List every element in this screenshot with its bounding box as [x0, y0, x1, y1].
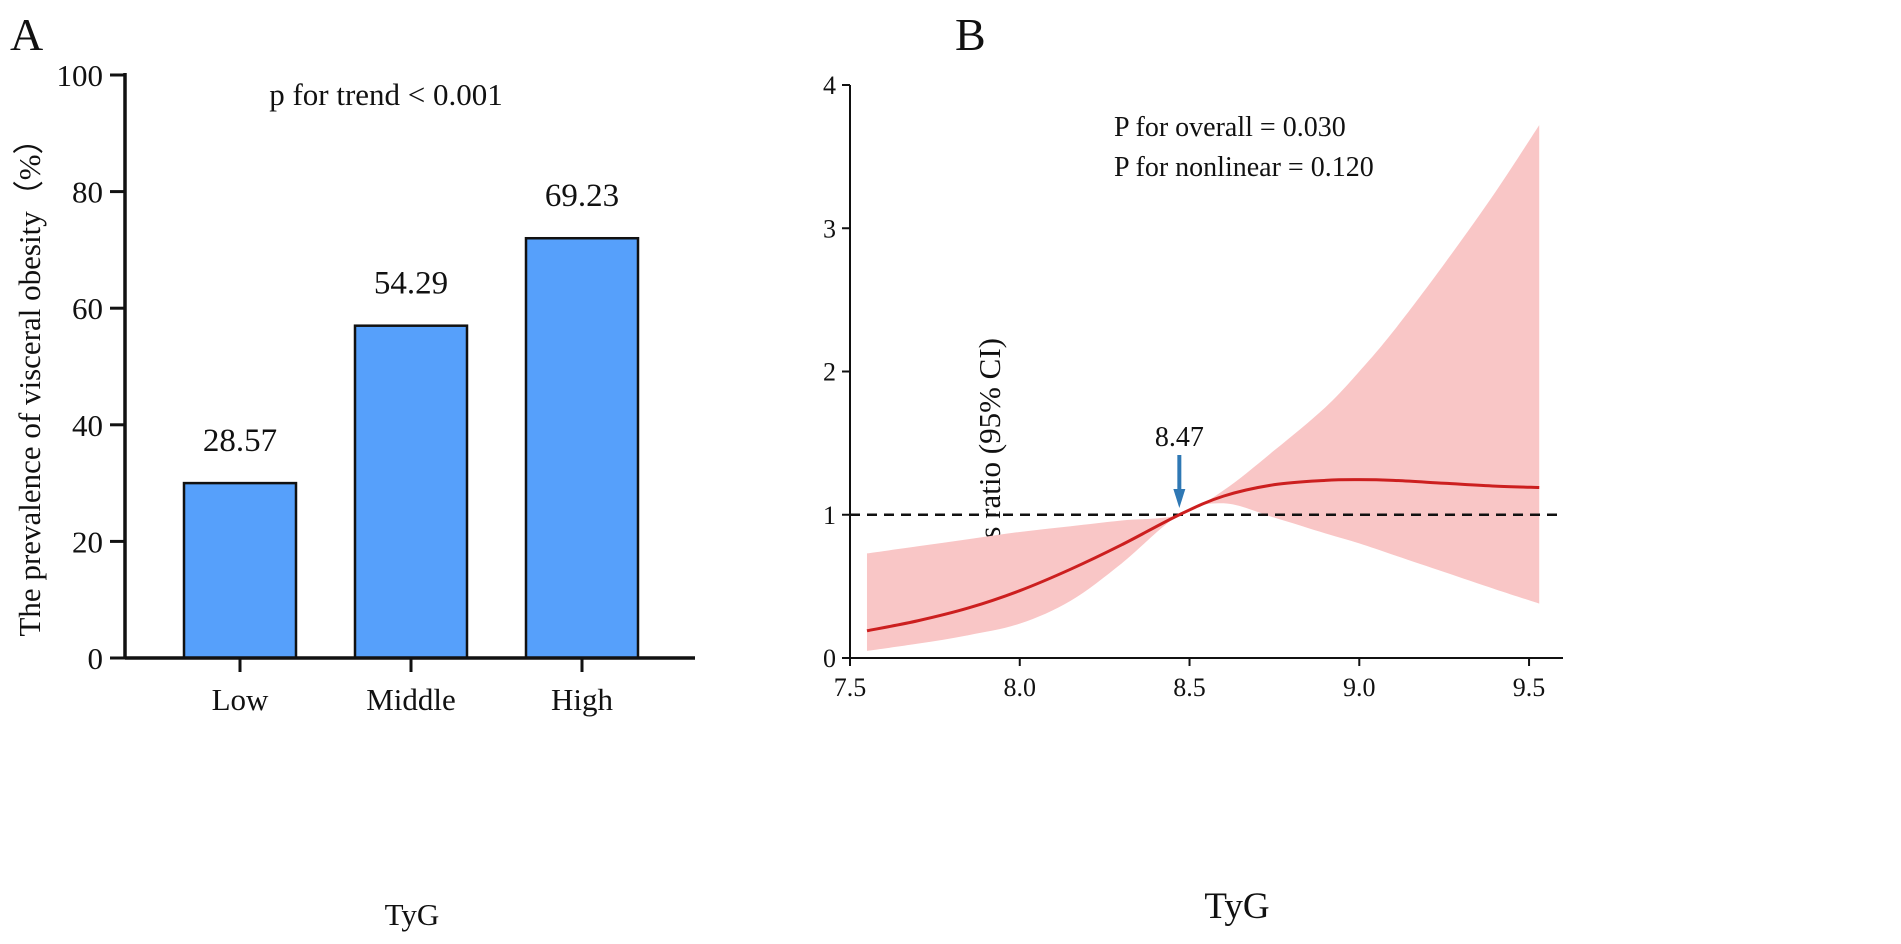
- panel-b-spline-chart: B Odds ratio (95% CI) TyG P for overall …: [823, 9, 1563, 927]
- x-tick-label-9.0: 9.0: [1343, 673, 1376, 702]
- panel-b-label: B: [955, 9, 986, 60]
- y-tick-label-80: 80: [72, 175, 103, 210]
- x-tick-label-7.5: 7.5: [834, 673, 867, 702]
- odds-ratio-curve: [866, 478, 1540, 633]
- reference-x-label: 8.47: [1155, 422, 1204, 453]
- x-tick-label-high: High: [551, 682, 614, 717]
- x-tick-label-8.5: 8.5: [1173, 673, 1206, 702]
- x-tick-label-9.5: 9.5: [1513, 673, 1546, 702]
- data-label-low: 28.57: [203, 423, 277, 459]
- y-tick-label-0: 0: [823, 644, 836, 673]
- data-label-high: 69.23: [545, 178, 619, 214]
- y-tick-label-3: 3: [823, 214, 836, 243]
- bar-high: [524, 236, 640, 660]
- panel-a-bar-chart: A The prevalence of visceral obesity（%） …: [10, 9, 695, 932]
- x-tick-label-8.0: 8.0: [1004, 673, 1037, 702]
- y-tick-label-0: 0: [88, 641, 104, 676]
- panel-a-label: A: [10, 9, 43, 60]
- panel-a-x-axis-title: TyG: [385, 897, 440, 932]
- reference-arrow-head: [1173, 489, 1186, 508]
- bar-middle: [353, 324, 469, 660]
- panel-a-trend-annotation: p for trend < 0.001: [269, 77, 503, 112]
- y-tick-label-4: 4: [823, 71, 836, 100]
- y-tick-label-100: 100: [57, 58, 104, 93]
- panel-b-p-overall: P for overall = 0.030: [1114, 112, 1346, 143]
- bar-low: [182, 481, 298, 660]
- panel-b-p-nonlinear: P for nonlinear = 0.120: [1114, 152, 1374, 183]
- y-tick-label-2: 2: [823, 358, 836, 387]
- x-tick-label-low: Low: [212, 682, 269, 717]
- y-tick-label-20: 20: [72, 524, 103, 559]
- y-tick-label-40: 40: [72, 408, 103, 443]
- y-tick-label-1: 1: [823, 501, 836, 530]
- data-label-middle: 54.29: [374, 266, 448, 302]
- y-tick-label-60: 60: [72, 291, 103, 326]
- panel-b-x-axis-title: TyG: [1204, 886, 1269, 927]
- x-tick-label-middle: Middle: [366, 682, 456, 717]
- confidence-band: [866, 125, 1540, 651]
- panel-a-y-axis-title: The prevalence of visceral obesity（%）: [12, 123, 47, 636]
